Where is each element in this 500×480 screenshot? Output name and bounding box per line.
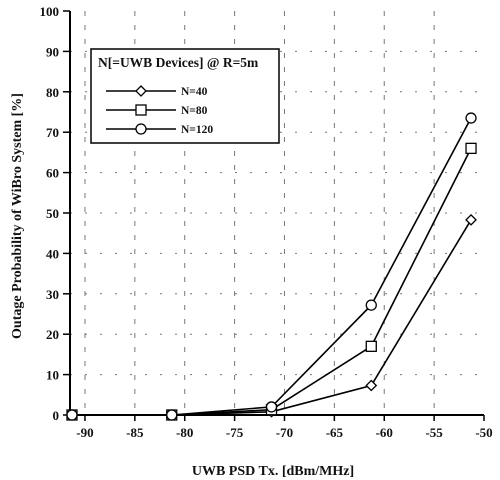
legend-marker-diamond bbox=[135, 85, 147, 97]
y-tick-label: 40 bbox=[46, 246, 59, 261]
y-tick-label: 100 bbox=[40, 4, 60, 19]
legend-label: N=80 bbox=[181, 105, 208, 117]
y-tick-label: 30 bbox=[46, 287, 59, 302]
data-point-circle bbox=[66, 409, 78, 421]
data-point-circle bbox=[265, 401, 278, 413]
legend-box bbox=[90, 48, 280, 144]
data-point-square bbox=[465, 142, 477, 155]
x-tick-label: -80 bbox=[176, 425, 193, 440]
y-tick-labels: 0 10 20 30 40 50 60 70 80 90 100 bbox=[40, 4, 60, 423]
y-tick-label: 10 bbox=[46, 368, 59, 383]
data-point-circle bbox=[365, 299, 377, 311]
x-tick-label: -65 bbox=[326, 425, 344, 440]
y-tick-label: 0 bbox=[53, 408, 60, 423]
y-tick-label: 80 bbox=[46, 85, 59, 100]
legend-marker-square bbox=[135, 104, 147, 116]
y-tick-label: 70 bbox=[46, 125, 59, 140]
legend-label: N=120 bbox=[181, 124, 213, 136]
x-tick-label: -70 bbox=[276, 425, 293, 440]
x-tick-label: -85 bbox=[126, 425, 144, 440]
x-tick-label: -50 bbox=[475, 425, 492, 440]
grid bbox=[70, 11, 484, 415]
x-axis-label: UWB PSD Tx. [dBm/MHz] bbox=[192, 464, 354, 479]
x-tick-labels: -90 -85 -80 -75 -70 -65 -60 -55 -50 bbox=[76, 425, 492, 440]
data-point-diamond bbox=[465, 213, 477, 226]
x-tick-label: -90 bbox=[76, 425, 93, 440]
y-tick-label: 20 bbox=[46, 327, 59, 342]
y-tick-label: 60 bbox=[46, 166, 59, 181]
y-axis-label: Outage Probability of WiBro System [%] bbox=[10, 93, 25, 339]
x-tick-label: -60 bbox=[376, 425, 393, 440]
x-tick-label: -75 bbox=[226, 425, 244, 440]
y-tick-label: 90 bbox=[46, 44, 59, 59]
legend: N[=UWB Devices] @ R=5m N=40 N=80 N=120 bbox=[90, 48, 280, 144]
legend-marker-circle bbox=[135, 123, 147, 135]
data-point-diamond bbox=[365, 379, 378, 392]
data-point-square bbox=[365, 340, 377, 352]
x-tick-label: -55 bbox=[425, 425, 443, 440]
legend-label: N=40 bbox=[181, 86, 208, 98]
series bbox=[66, 112, 477, 421]
y-tick-label: 50 bbox=[46, 206, 59, 221]
legend-title: N[=UWB Devices] @ R=5m bbox=[98, 55, 259, 70]
data-point-circle bbox=[166, 409, 178, 421]
data-point-circle bbox=[465, 112, 477, 124]
